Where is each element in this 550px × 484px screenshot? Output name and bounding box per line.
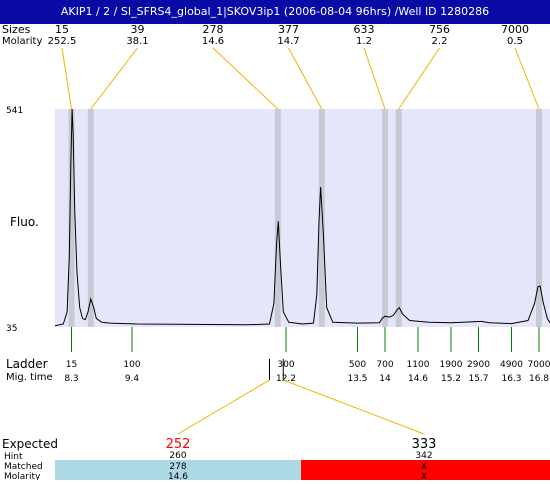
peak-connector-line xyxy=(288,47,323,110)
hint-row-label: Hint xyxy=(4,452,23,462)
peak-band xyxy=(395,109,402,327)
y-tick-label: 35 xyxy=(6,324,17,334)
peak-size-label: 39 xyxy=(131,24,145,36)
peak-molarity-label: 14.6 xyxy=(202,36,224,47)
matched-cell xyxy=(301,460,550,480)
peak-band xyxy=(68,109,75,327)
peak-connector-line xyxy=(61,47,72,110)
peak-band xyxy=(536,109,542,327)
peak-band xyxy=(382,109,388,327)
peak-band xyxy=(318,109,325,327)
matched-value: 278 xyxy=(169,462,186,472)
ladder-size-label: 4900 xyxy=(500,360,523,370)
matched-cell xyxy=(55,460,301,480)
ladder-time-label: 16.3 xyxy=(501,374,521,384)
ladder-time-label: 16.8 xyxy=(529,374,549,384)
peak-size-label: 278 xyxy=(203,24,224,36)
peak-connector-line xyxy=(398,47,440,110)
ladder-time-label: 15.2 xyxy=(441,374,461,384)
molarity-value: 14.6 xyxy=(168,472,188,480)
ladder-size-label: 1900 xyxy=(440,360,463,370)
y-tick-label: 541 xyxy=(6,106,23,116)
peak-connector-line xyxy=(363,47,386,110)
ladder-row-label: Ladder xyxy=(6,357,48,371)
peak-connector-line xyxy=(90,47,138,110)
peak-molarity-label: 38.1 xyxy=(126,36,148,47)
molarity-bottom-row-label: Molarity xyxy=(4,472,41,480)
ladder-size-label: 15 xyxy=(66,360,77,370)
ladder-size-label: 7000 xyxy=(528,360,550,370)
peak-size-label: 15 xyxy=(55,24,69,36)
peak-size-label: 7000 xyxy=(501,24,529,36)
peak-size-label: 756 xyxy=(429,24,450,36)
expected-size-label: 333 xyxy=(412,437,437,452)
expected-row-label: Expected xyxy=(2,437,58,451)
plot-area xyxy=(55,109,550,327)
peak-molarity-label: 252.5 xyxy=(48,36,77,47)
ladder-time-label: 8.3 xyxy=(64,374,78,384)
hint-value: 342 xyxy=(415,451,432,461)
sizes-row-label: Sizes xyxy=(2,24,31,36)
hint-value: 260 xyxy=(169,451,186,461)
matched-value: X xyxy=(421,462,427,472)
electropherogram: 541 35 15 252.5 39 38.1 278 14.6 377 14.7 633 1.2 7… xyxy=(0,23,550,482)
ladder-size-label: 500 xyxy=(349,360,366,370)
peak-band xyxy=(274,109,281,327)
expected-connector-line xyxy=(177,379,270,435)
peak-molarity-label: 1.2 xyxy=(356,36,372,47)
ladder-time-label: 13.5 xyxy=(347,374,367,384)
ladder-size-label: 700 xyxy=(376,360,393,370)
peak-size-label: 377 xyxy=(278,24,299,36)
ladder-size-label: 300 xyxy=(277,360,294,370)
molarity-value: X xyxy=(421,472,427,480)
peak-molarity-label: 2.2 xyxy=(432,36,448,47)
peak-molarity-label: 0.5 xyxy=(507,36,523,47)
peak-connector-line xyxy=(212,47,279,110)
molarity-row-label: Molarity xyxy=(2,36,42,47)
fluorescence-trace xyxy=(54,108,550,327)
ladder-time-label: 14 xyxy=(379,374,391,384)
peak-molarity-label: 14.7 xyxy=(277,36,299,47)
matched-row-label: Matched xyxy=(4,462,43,472)
ladder-time-label: 14.6 xyxy=(408,374,428,384)
expected-connector-line xyxy=(283,379,425,435)
y-axis-label: Fluo. xyxy=(10,215,39,229)
ladder-time-label: 15.7 xyxy=(468,374,488,384)
ladder-size-label: 2900 xyxy=(467,360,490,370)
ladder-size-label: 100 xyxy=(123,360,140,370)
expected-size-label: 252 xyxy=(166,437,191,452)
peak-size-label: 633 xyxy=(354,24,375,36)
window-title: AKIP1 / 2 / SI_SFRS4_global_1|SKOV3ip1 (… xyxy=(0,0,550,24)
peak-connector-line xyxy=(514,47,540,110)
ladder-size-label: 1100 xyxy=(407,360,430,370)
ladder-time-label: 12.2 xyxy=(276,374,296,384)
mig-time-row-label: Mig. time xyxy=(6,372,53,383)
peak-band xyxy=(87,109,94,327)
ladder-time-label: 9.4 xyxy=(125,374,140,384)
